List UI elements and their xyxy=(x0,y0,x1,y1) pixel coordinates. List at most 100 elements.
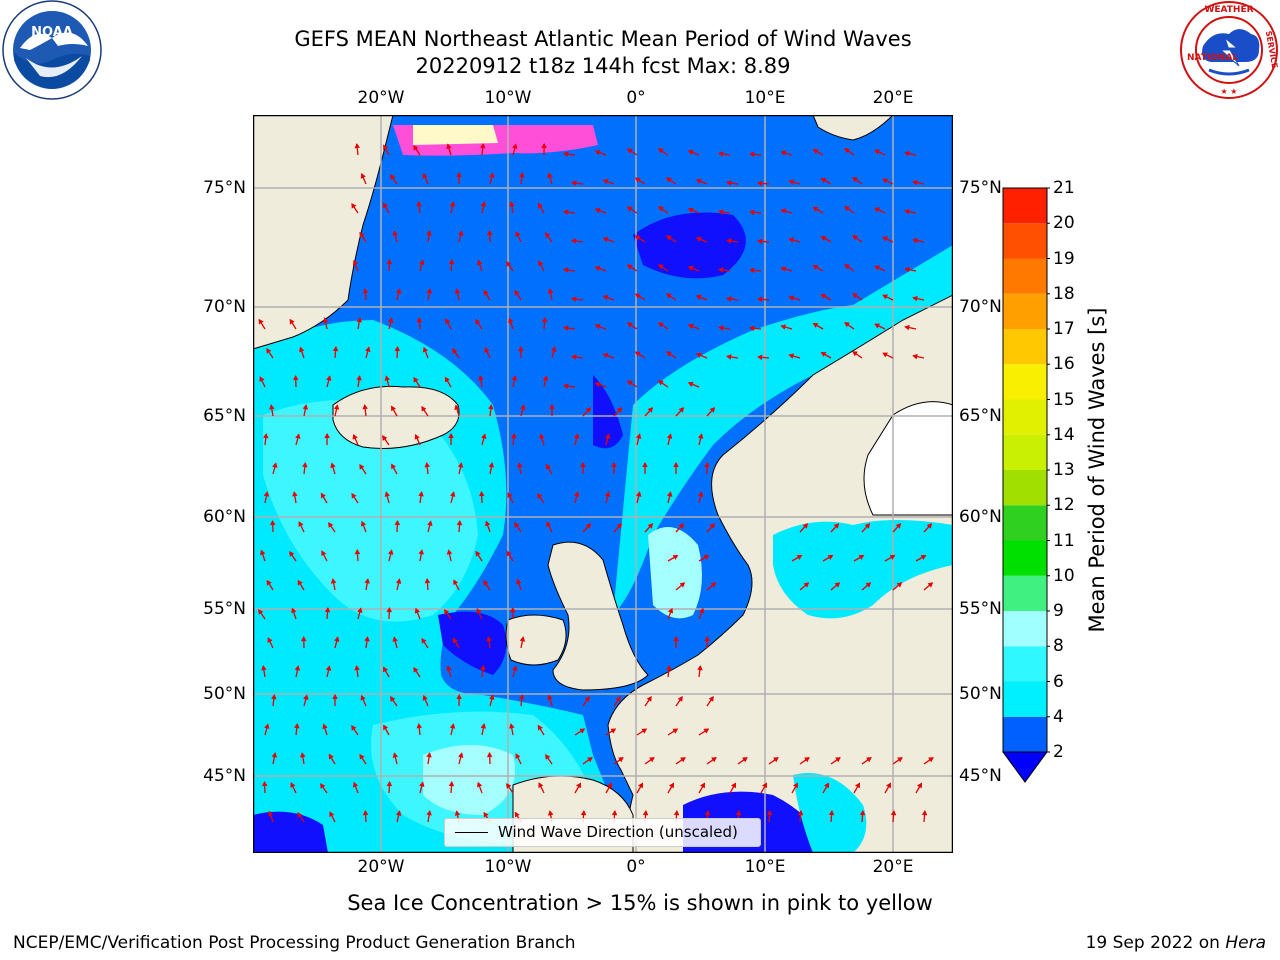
wind-wave-arrowhead xyxy=(666,665,672,671)
wind-wave-arrowhead xyxy=(812,148,819,154)
wind-wave-arrowhead xyxy=(844,322,850,328)
wind-wave-arrowhead xyxy=(489,694,495,700)
wind-wave-arrowhead xyxy=(626,148,633,154)
wind-wave-arrowhead xyxy=(626,322,633,328)
wind-wave-arrowhead xyxy=(508,317,514,324)
wind-wave-arrowhead xyxy=(512,143,518,149)
wind-wave-arrowhead xyxy=(384,491,390,497)
wind-wave-arrowhead xyxy=(634,177,641,183)
wind-wave-arrowhead xyxy=(571,238,577,244)
wind-wave-arrowhead xyxy=(456,171,462,177)
colorbar-tick-label: 18 xyxy=(1053,283,1075,304)
wind-wave-arrowhead xyxy=(563,383,569,389)
wind-wave-arrowhead xyxy=(726,354,732,360)
wind-wave-arrowhead xyxy=(718,325,724,331)
wind-wave-arrowhead xyxy=(357,607,363,614)
wind-wave-arrowhead xyxy=(332,345,339,352)
wind-wave-arrowhead xyxy=(328,753,334,760)
wind-wave-arrowhead xyxy=(852,235,858,241)
wind-wave-arrowhead xyxy=(780,150,787,156)
period-field-under-2s xyxy=(633,212,746,279)
wind-wave-arrowhead xyxy=(488,404,494,410)
wind-wave-arrowhead xyxy=(547,810,554,816)
wind-wave-arrowhead xyxy=(726,296,732,302)
wind-wave-arrowhead xyxy=(515,231,521,237)
wind-wave-arrowhead xyxy=(294,723,300,729)
wind-wave-arrowhead xyxy=(519,694,525,700)
wind-wave-arrowhead xyxy=(634,293,641,299)
wind-wave-arrowhead xyxy=(478,375,484,381)
wind-wave-arrowhead xyxy=(326,375,332,381)
wind-wave-arrowhead xyxy=(483,580,489,586)
wind-wave-arrowhead xyxy=(657,264,664,270)
wind-wave-arrowhead xyxy=(454,810,461,816)
wind-wave-arrowhead xyxy=(330,462,336,469)
wind-wave-arrowhead xyxy=(912,353,918,360)
wind-wave-arrowhead xyxy=(602,178,609,185)
wind-wave-arrowhead xyxy=(634,235,641,241)
period-field-under-2s-c xyxy=(253,811,328,853)
wind-wave-arrowhead xyxy=(476,781,483,788)
footer-credit: NCEP/EMC/Verification Post Processing Pr… xyxy=(13,933,576,953)
wind-wave-arrowhead xyxy=(418,549,424,555)
wind-wave-arrowhead xyxy=(709,407,716,413)
wind-wave-arrowhead xyxy=(695,352,702,358)
wind-wave-arrowhead xyxy=(421,637,427,644)
wind-wave-arrowhead xyxy=(421,406,427,412)
wind-wave-arrowhead xyxy=(874,207,880,213)
wind-wave-arrowhead xyxy=(677,696,683,702)
wind-wave-arrowhead xyxy=(735,809,742,816)
colorbar-title: Mean Period of Wind Waves [s] xyxy=(1085,307,1109,633)
wind-wave-arrowhead xyxy=(904,266,910,273)
wind-wave-arrowhead xyxy=(796,554,803,560)
wind-wave-arrowhead xyxy=(594,323,601,330)
wind-wave-arrowhead xyxy=(616,523,623,529)
wind-wave-arrowhead xyxy=(618,757,624,763)
land-svalbard xyxy=(812,115,894,141)
wind-wave-arrowhead xyxy=(680,757,686,763)
land-iceland xyxy=(332,385,460,449)
wind-wave-arrowhead xyxy=(828,809,835,816)
wind-wave-arrowhead xyxy=(269,404,275,410)
wind-wave-arrowhead xyxy=(416,723,422,729)
wind-wave-arrowhead xyxy=(615,696,621,702)
wind-wave-arrowhead xyxy=(802,523,809,529)
wind-wave-arrowhead xyxy=(334,636,340,642)
wind-wave-arrowhead xyxy=(320,783,326,789)
wind-wave-arrowhead xyxy=(904,150,910,157)
wind-wave-arrowhead xyxy=(882,294,888,300)
wind-wave-arrowhead xyxy=(844,264,850,270)
map-border xyxy=(253,115,953,853)
land-great-britain xyxy=(547,541,649,691)
wind-wave-arrowhead xyxy=(392,230,398,236)
wind-wave-arrowhead xyxy=(709,523,716,529)
wind-wave-arrowhead xyxy=(351,725,357,731)
wind-wave-arrowhead xyxy=(585,407,592,413)
wind-wave-arrowhead xyxy=(272,462,278,468)
map-legend: Wind Wave Direction (unscaled) xyxy=(444,818,761,847)
wind-wave-arrowhead xyxy=(520,404,526,410)
period-field-8-9s xyxy=(648,527,702,619)
land-greenland xyxy=(253,115,394,350)
wind-wave-arrowhead xyxy=(594,265,601,272)
wind-wave-arrowhead xyxy=(329,811,335,818)
wind-wave-arrowhead xyxy=(458,230,464,236)
colorbar-band xyxy=(1003,540,1047,576)
wind-wave-arrowhead xyxy=(904,208,910,215)
wind-wave-arrowhead xyxy=(328,522,334,528)
wind-wave-arrowhead xyxy=(604,433,611,439)
wind-wave-arrowhead xyxy=(731,782,737,789)
wind-wave-arrowhead xyxy=(580,809,587,816)
wind-wave-arrowhead xyxy=(912,295,918,302)
wind-wave-arrowhead xyxy=(332,693,338,699)
wind-wave-arrowhead xyxy=(666,491,673,497)
wind-wave-arrowhead xyxy=(289,318,295,325)
wind-wave-arrowhead xyxy=(626,264,633,270)
wind-wave-arrowhead xyxy=(449,201,456,207)
wind-wave-arrowhead xyxy=(547,694,553,701)
wind-wave-arrowhead xyxy=(359,231,365,238)
lon-tick-bottom: 20°W xyxy=(357,857,405,877)
wind-wave-arrowhead xyxy=(264,723,270,729)
wind-wave-arrowhead xyxy=(541,142,547,148)
wind-wave-arrowhead xyxy=(395,578,402,584)
